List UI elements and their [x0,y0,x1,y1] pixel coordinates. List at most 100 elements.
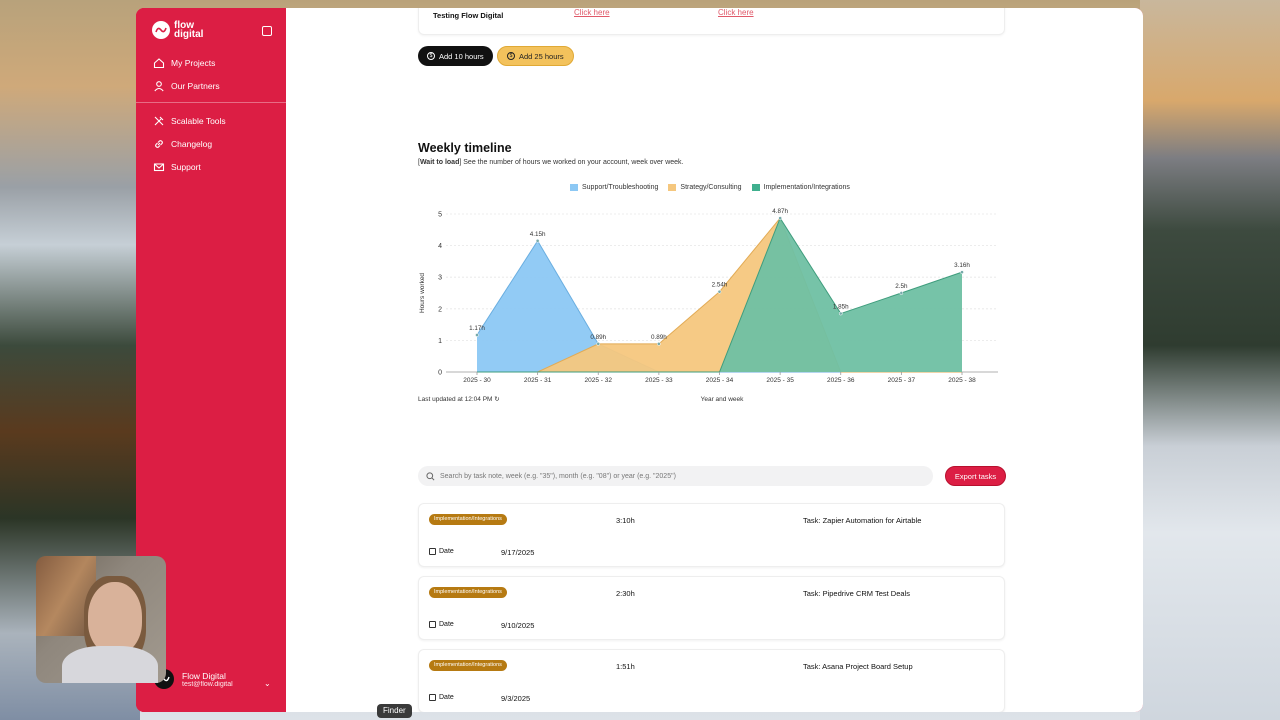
task-date: 9/3/2025 [501,694,531,703]
x-tick-label: 2025 - 37 [888,377,916,384]
refresh-icon[interactable]: ↻ [494,396,500,403]
webcam-overlay [36,556,166,683]
date-label-text: Date [439,548,454,555]
search-icon [426,471,435,480]
sidebar-item-changelog[interactable]: Changelog [153,138,278,150]
y-tick-label: 3 [438,275,442,282]
task-hours: 2:30h [616,589,635,598]
x-tick-label: 2025 - 34 [706,377,734,384]
data-label: 0.89h [651,334,667,341]
data-point [596,342,601,346]
project-title: Testing Flow Digital [433,11,504,20]
section-subtitle: [Wait to load] See the number of hours w… [418,159,684,166]
webcam-person-body [62,646,158,683]
x-tick-label: 2025 - 38 [948,377,976,384]
task-hours: 1:51h [616,662,635,671]
sidebar-item-scalable-tools[interactable]: Scalable Tools [153,115,278,127]
add-25-hours-button[interactable]: $ Add 25 hours [497,46,574,66]
y-tick-label: 2 [438,306,442,313]
task-date: 9/10/2025 [501,621,535,630]
data-label: 0.89h [590,334,606,341]
legend-item[interactable]: Implementation/Integrations [751,184,850,191]
task-name: Task: Asana Project Board Setup [803,662,913,671]
export-tasks-button[interactable]: Export tasks [945,466,1006,486]
legend-label: Support/Troubleshooting [582,184,659,191]
data-label: 1.17h [469,325,485,332]
calendar-icon [429,548,436,555]
task-card[interactable]: Implementation/Integrations 3:10h Task: … [418,503,1005,567]
sidebar-item-label: Support [171,162,201,172]
legend-label: Strategy/Consulting [680,184,742,191]
y-tick-label: 1 [438,338,442,345]
coin-icon: $ [427,52,435,60]
task-hours: 3:10h [616,516,635,525]
mail-icon [153,163,165,172]
x-axis-label: Year and week [701,396,745,403]
date-label: Date [429,694,454,701]
logo[interactable]: flow digital [152,21,204,40]
task-card[interactable]: Implementation/Integrations 2:30h Task: … [418,576,1005,640]
x-tick-label: 2025 - 33 [645,377,673,384]
legend-swatch [668,184,677,191]
series-area [477,218,962,372]
sidebar-item-label: Scalable Tools [171,116,226,126]
subtitle-text: See the number of hours we worked on you… [461,159,684,166]
date-label-text: Date [439,694,454,701]
category-badge: Implementation/Integrations [429,660,507,671]
y-tick-label: 5 [438,212,442,219]
sidebar-item-my-projects[interactable]: My Projects [153,57,278,69]
task-card[interactable]: Implementation/Integrations 1:51h Task: … [418,649,1005,712]
data-point [838,311,843,316]
calendar-icon [429,694,436,701]
account-name: Flow Digital [182,670,226,681]
task-date: 9/17/2025 [501,548,535,557]
sidebar-item-our-partners[interactable]: Our Partners [153,80,278,92]
x-tick-label: 2025 - 30 [463,377,491,384]
y-axis-label: Hours worked [419,273,426,313]
last-updated-text: Last updated at 12:04 PM [418,396,493,403]
date-label-text: Date [439,621,454,628]
chevron-down-icon[interactable]: ⌄ [264,679,271,688]
home-icon [153,58,165,69]
data-label: 4.15h [530,231,546,238]
x-tick-label: 2025 - 32 [585,377,613,384]
sidebar-item-label: My Projects [171,58,216,68]
legend-item[interactable]: Support/Troubleshooting [570,184,658,191]
add-10-hours-button[interactable]: $ Add 10 hours [418,46,493,66]
sidebar-item-support[interactable]: Support [153,161,278,173]
task-search[interactable]: Search by task note, week (e.g. "35"), m… [418,466,933,486]
x-tick-label: 2025 - 35 [766,377,794,384]
data-label: 2.54h [712,282,728,289]
legend-item[interactable]: Strategy/Consulting [668,184,742,191]
series-area [477,240,962,372]
sidebar-item-label: Changelog [171,139,213,149]
calendar-icon [429,621,436,628]
sidebar-collapse-icon[interactable] [262,26,272,36]
project-link-2[interactable]: Click here [718,8,754,17]
category-badge: Implementation/Integrations [429,514,507,525]
subtitle-bold: Wait to load [419,159,460,166]
data-point [657,342,661,346]
data-label: 1.85h [833,304,849,311]
sidebar-item-label: Our Partners [171,81,220,91]
link-icon [155,140,163,148]
data-label: 4.87h [772,208,788,215]
task-name: Task: Zapier Automation for Airtable [803,516,922,525]
y-tick-label: 0 [438,370,442,377]
weekly-timeline-chart: 0 1 2 3 4 5 1.17h 4.15h 0.89h 0.89h 2.54h 4.87h 1.85… [419,208,998,403]
x-tick-label: 2025 - 31 [524,377,552,384]
x-tick-label: 2025 - 36 [827,377,855,384]
dock-tooltip-finder: Finder [377,704,412,718]
data-point [899,291,904,295]
button-label: Add 25 hours [519,51,564,61]
data-point [717,289,722,294]
button-label: Add 10 hours [439,51,484,61]
search-placeholder: Search by task note, week (e.g. "35"), m… [440,472,676,480]
data-point [475,333,479,337]
date-label: Date [429,621,454,628]
legend-swatch [570,184,578,191]
app-window: flow digital My Projects Our Partners Sc… [136,8,1143,712]
project-link-1[interactable]: Click here [574,8,610,17]
data-point [535,239,540,243]
section-title: Weekly timeline [418,141,512,155]
